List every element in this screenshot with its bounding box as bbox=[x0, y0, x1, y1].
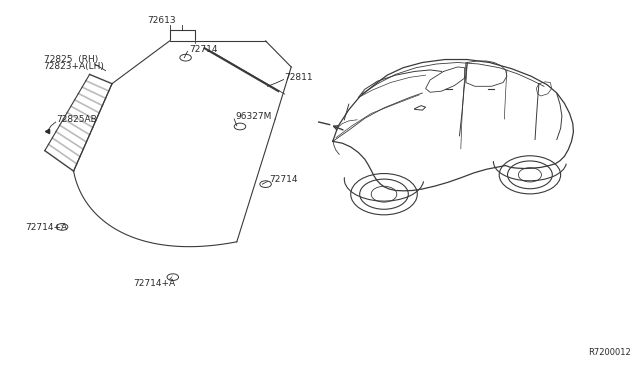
Text: 72811: 72811 bbox=[284, 73, 313, 82]
Text: 72823+A(LH): 72823+A(LH) bbox=[44, 62, 104, 71]
Text: 72714: 72714 bbox=[189, 45, 218, 54]
Text: 72714+A: 72714+A bbox=[133, 279, 175, 288]
Text: 72825AB: 72825AB bbox=[56, 115, 97, 124]
Text: 72714: 72714 bbox=[269, 175, 298, 184]
Text: 72825  (RH): 72825 (RH) bbox=[44, 55, 98, 64]
Text: 72613: 72613 bbox=[147, 16, 175, 25]
Text: 96327M: 96327M bbox=[236, 112, 272, 121]
Text: R7200012: R7200012 bbox=[588, 348, 630, 357]
Text: 72714+A: 72714+A bbox=[26, 223, 68, 232]
